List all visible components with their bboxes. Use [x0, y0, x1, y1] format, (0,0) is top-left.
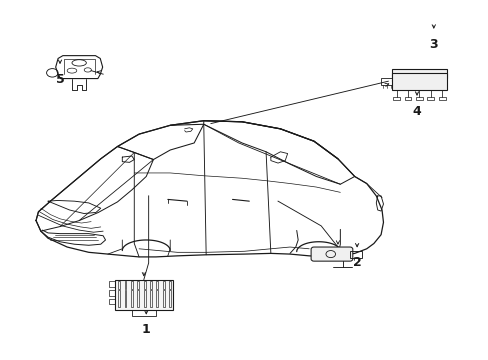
Bar: [109, 299, 115, 304]
Bar: [109, 290, 115, 296]
Bar: [131, 281, 132, 289]
Text: 4: 4: [412, 105, 421, 118]
Text: 1: 1: [142, 323, 150, 337]
Bar: [156, 281, 158, 289]
Text: 5: 5: [56, 73, 64, 86]
Bar: [381, 78, 391, 85]
FancyBboxPatch shape: [310, 247, 352, 261]
Bar: [124, 290, 126, 307]
Bar: [169, 281, 171, 289]
Bar: [115, 280, 172, 310]
Bar: [391, 69, 446, 78]
Bar: [132, 310, 156, 316]
Bar: [163, 281, 164, 289]
Bar: [137, 290, 139, 307]
Bar: [118, 281, 120, 289]
Bar: [404, 97, 410, 100]
Bar: [415, 97, 422, 100]
Bar: [438, 97, 445, 100]
Bar: [391, 73, 446, 90]
Bar: [156, 290, 158, 307]
Bar: [349, 251, 361, 258]
Bar: [427, 97, 433, 100]
Bar: [143, 281, 145, 289]
Bar: [143, 290, 145, 307]
Bar: [124, 281, 126, 289]
Bar: [163, 290, 164, 307]
Bar: [109, 282, 115, 287]
Bar: [118, 290, 120, 307]
Bar: [392, 97, 399, 100]
Text: 3: 3: [428, 38, 437, 51]
Bar: [131, 290, 132, 307]
Bar: [137, 281, 139, 289]
Bar: [169, 290, 171, 307]
Text: 2: 2: [352, 256, 361, 269]
Bar: [150, 290, 152, 307]
Bar: [150, 281, 152, 289]
